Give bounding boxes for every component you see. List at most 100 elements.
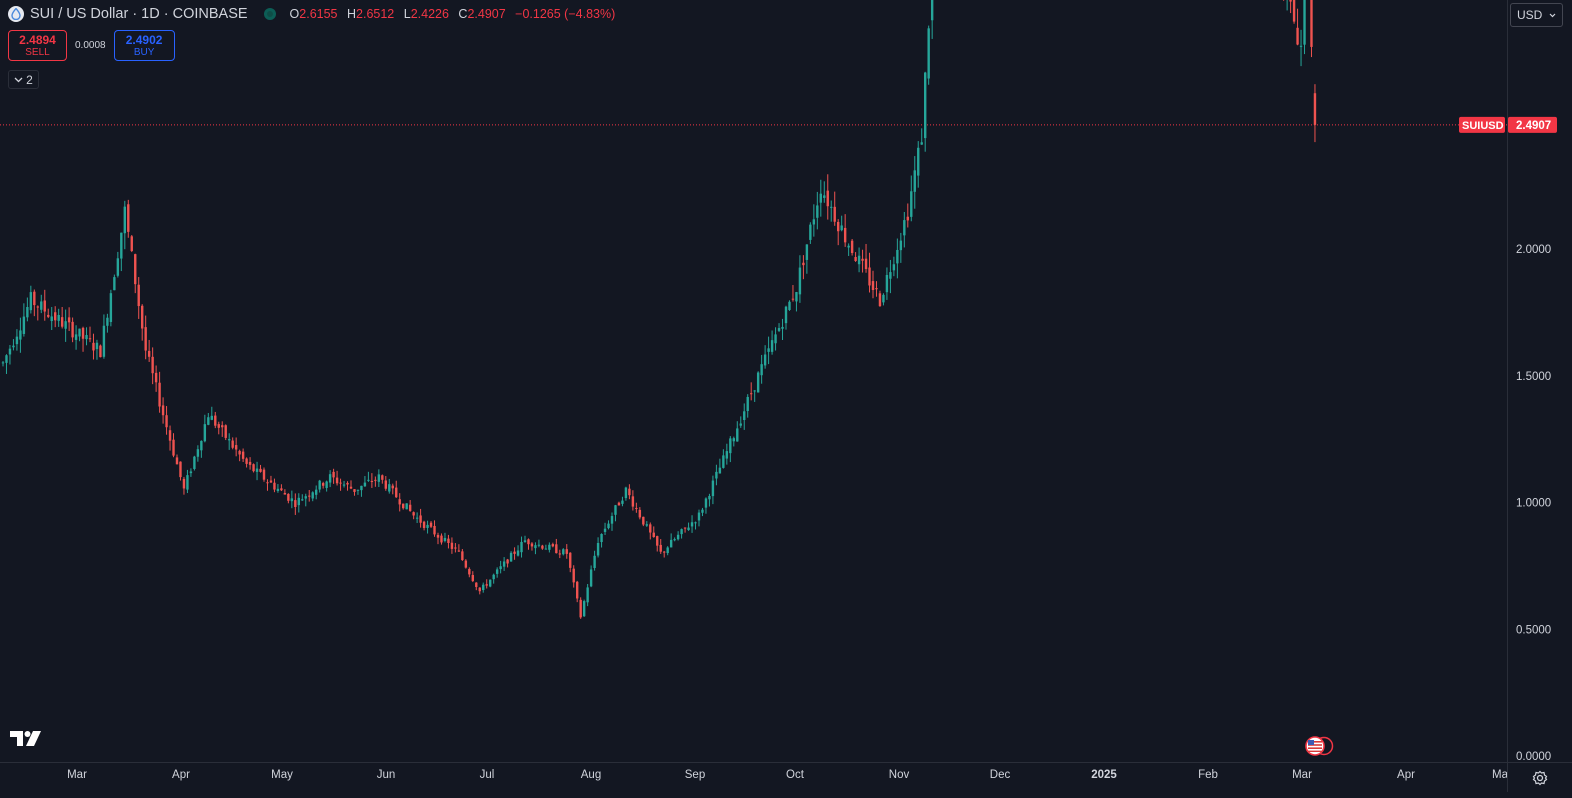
candle-body xyxy=(471,575,474,582)
indicators-toggle-button[interactable]: 2 xyxy=(8,70,39,89)
candle-body xyxy=(593,555,596,568)
candle-body xyxy=(85,335,88,340)
candle-body xyxy=(843,227,847,243)
candle-body xyxy=(527,539,530,545)
last-price-value: 2.4907 xyxy=(1516,120,1551,132)
candle-body xyxy=(502,561,506,567)
candle-body xyxy=(478,587,481,592)
candle-body xyxy=(701,509,704,513)
candle-body xyxy=(562,549,565,555)
candle-body xyxy=(429,522,433,527)
candle-body xyxy=(447,538,450,544)
candle-body xyxy=(342,484,346,486)
tradingview-logo-icon[interactable] xyxy=(10,731,42,747)
candle-body xyxy=(864,258,868,269)
open-value: 2.6155 xyxy=(299,7,338,21)
candle-body xyxy=(694,522,697,524)
candle-body xyxy=(356,489,360,491)
time-tick-label: Oct xyxy=(786,769,805,781)
candle-body xyxy=(454,547,457,549)
candle-body xyxy=(283,492,287,495)
candle-body xyxy=(137,284,140,307)
candle-body xyxy=(262,469,266,480)
sell-price: 2.4894 xyxy=(19,32,56,47)
candle-body xyxy=(29,292,33,311)
candle-body xyxy=(116,258,120,276)
candle-body xyxy=(903,220,906,236)
candle-body xyxy=(482,584,485,591)
time-tick-label: Jun xyxy=(377,769,396,781)
sui-logo-icon[interactable] xyxy=(8,6,24,22)
candle-body xyxy=(196,449,200,457)
candle-body xyxy=(95,342,99,350)
candle-body xyxy=(436,534,440,538)
candle-body xyxy=(798,267,802,295)
candle-body xyxy=(1313,93,1317,125)
candle-body xyxy=(273,482,276,490)
candle-body xyxy=(141,305,144,329)
candle-body xyxy=(924,72,927,139)
price-chart-canvas[interactable]: SUIUSD xyxy=(0,0,1507,762)
candle-body xyxy=(850,240,854,254)
candle-body xyxy=(419,515,422,523)
price-tick-label: 0.0000 xyxy=(1516,751,1551,762)
candle-body xyxy=(207,417,210,425)
candle-body xyxy=(802,262,805,266)
candle-body xyxy=(770,340,774,352)
candle-body xyxy=(12,345,15,348)
symbol-title[interactable]: SUI / US Dollar · 1D · COINBASE xyxy=(30,6,248,22)
candle-body xyxy=(339,482,342,484)
buy-button[interactable]: 2.4902 BUY xyxy=(113,30,175,61)
candle-body xyxy=(589,569,593,587)
buy-label: BUY xyxy=(133,46,155,58)
change-value: −0.1265 (−4.83%) xyxy=(515,7,616,21)
candle-body xyxy=(784,306,788,324)
candle-body xyxy=(830,206,833,208)
candle-body xyxy=(464,560,468,568)
candle-body xyxy=(492,574,495,580)
time-axis[interactable]: Mar Apr May Jun Jul Aug Sep Oct Nov Dec 2025 Feb Mar… xyxy=(0,762,1509,792)
candle-body xyxy=(652,532,655,537)
candle-body xyxy=(906,216,909,221)
candle-body xyxy=(680,529,683,535)
time-tick-label: Apr xyxy=(1397,769,1415,781)
currency-value: USD xyxy=(1517,8,1543,22)
price-tick-label: 3.0000 xyxy=(1516,0,1551,3)
candle-body xyxy=(443,537,447,541)
candle-body xyxy=(290,498,294,502)
candle-body xyxy=(388,484,391,492)
candle-body xyxy=(489,579,492,587)
candle-body xyxy=(736,428,739,442)
candle-body xyxy=(763,354,767,366)
candle-body xyxy=(81,327,85,339)
candle-body xyxy=(704,498,708,508)
candle-body xyxy=(656,536,659,546)
candle-body xyxy=(582,601,586,617)
currency-select[interactable]: USD xyxy=(1510,3,1563,27)
candle-body xyxy=(495,569,499,574)
candle-body xyxy=(266,482,269,484)
us-flag-events-icon[interactable] xyxy=(1302,736,1336,756)
candle-body xyxy=(315,489,318,495)
candle-body xyxy=(1,362,5,364)
candle-body xyxy=(43,300,46,312)
candle-body xyxy=(367,479,370,481)
time-tick-label: Ma xyxy=(1492,769,1507,781)
sell-button[interactable]: 2.4894 SELL xyxy=(8,30,67,61)
candle-body xyxy=(913,170,916,192)
candle-body xyxy=(102,325,106,357)
candle-body xyxy=(596,542,600,556)
candle-body xyxy=(715,471,718,479)
candle-body xyxy=(544,548,548,550)
price-axis[interactable]: 0.00000.50001.00001.50002.00002.50003.00… xyxy=(1507,0,1572,763)
symbol-price-tag xyxy=(1459,116,1505,133)
market-status-icon[interactable] xyxy=(263,8,276,20)
candle-body xyxy=(475,582,478,587)
candle-body xyxy=(332,471,335,478)
candle-body xyxy=(548,544,551,550)
candle-body xyxy=(516,550,520,556)
candle-body xyxy=(328,474,332,483)
axis-settings-button[interactable] xyxy=(1507,762,1572,792)
candle-body xyxy=(795,292,798,302)
candle-body xyxy=(826,190,829,207)
